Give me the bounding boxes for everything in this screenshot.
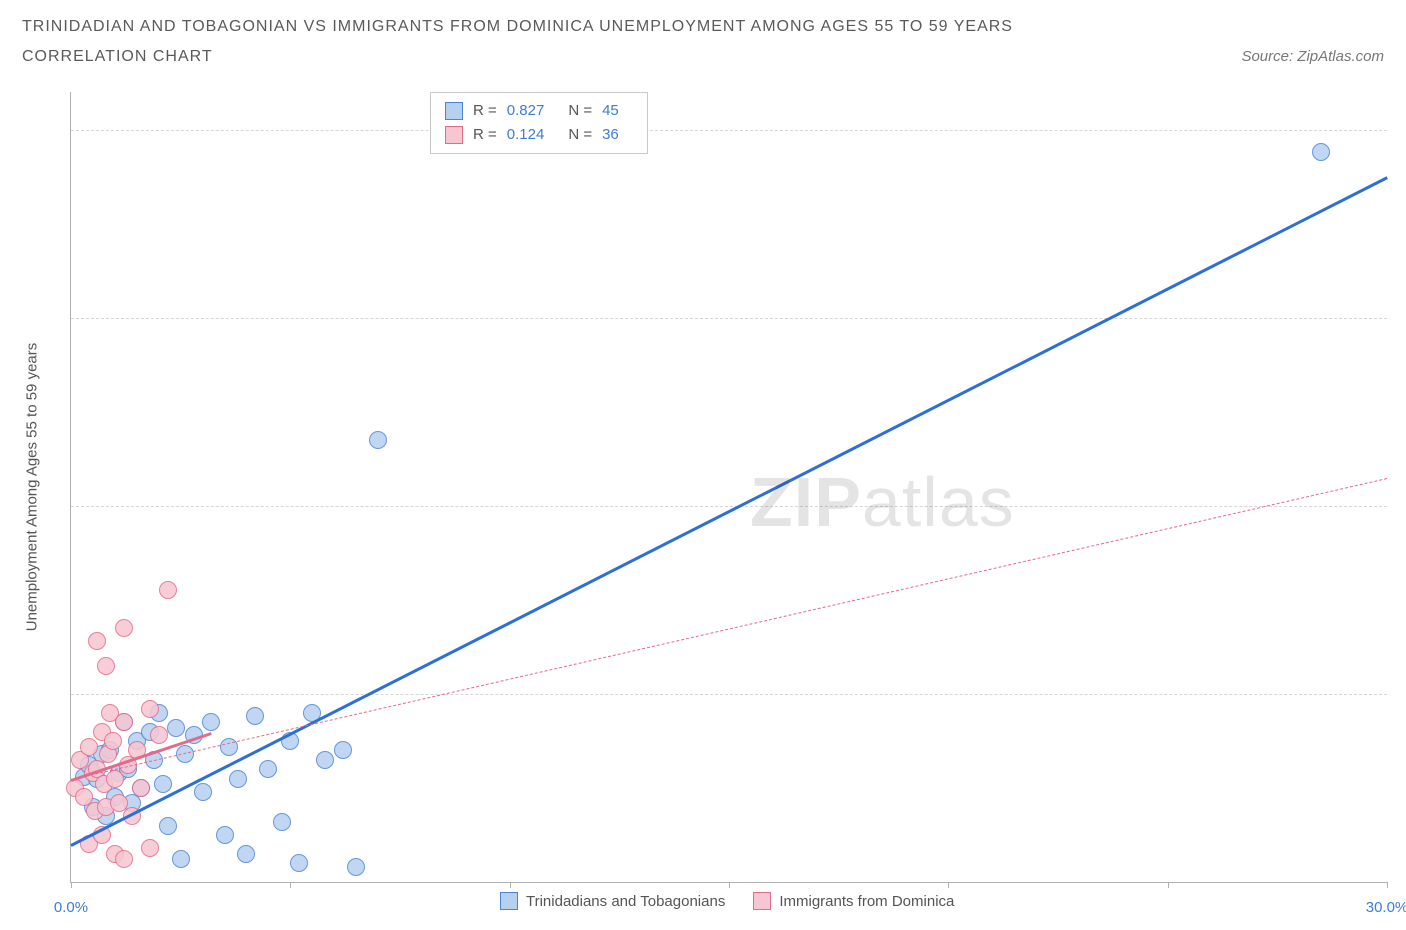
x-tick [948,882,949,888]
legend-swatch [753,892,771,910]
scatter-point [159,817,177,835]
scatter-point [115,713,133,731]
legend-swatch [500,892,518,910]
scatter-point [104,732,122,750]
scatter-point [216,826,234,844]
y-axis-label: Unemployment Among Ages 55 to 59 years [24,343,41,632]
x-tick [290,882,291,888]
scatter-point [132,779,150,797]
gridline [71,506,1387,507]
scatter-plot: 10.0%20.0%30.0%40.0%0.0%30.0% Unemployme… [70,92,1386,882]
scatter-point [347,858,365,876]
scatter-point [194,783,212,801]
scatter-point [97,657,115,675]
watermark-atlas: atlas [862,463,1015,541]
scatter-point [259,760,277,778]
scatter-point [115,619,133,637]
scatter-point [167,719,185,737]
scatter-point [369,431,387,449]
legend-row: R = 0.827 N = 45 [445,99,633,123]
x-tick [729,882,730,888]
scatter-point [246,707,264,725]
scatter-point [159,581,177,599]
scatter-point [273,813,291,831]
scatter-point [334,741,352,759]
x-tick [1387,882,1388,888]
trend-line [71,478,1387,780]
scatter-point [316,751,334,769]
scatter-point [290,854,308,872]
scatter-point [141,700,159,718]
scatter-point [154,775,172,793]
chart-title: TRINIDADIAN AND TOBAGONIAN VS IMMIGRANTS… [22,18,1013,66]
scatter-point [237,845,255,863]
gridline [71,130,1387,131]
legend-series-label: Trinidadians and Tobagonians [526,893,725,910]
x-tick [71,882,72,888]
scatter-point [115,850,133,868]
legend-swatch [445,126,463,144]
legend-swatch [445,102,463,120]
legend-n-label: N = [568,123,592,147]
gridline [71,694,1387,695]
title-line-2: CORRELATION CHART [22,48,1013,66]
legend-correlation: R = 0.827 N = 45 R = 0.124 N = 36 [430,92,648,154]
scatter-point [172,850,190,868]
scatter-point [202,713,220,731]
x-tick-label: 30.0% [1366,899,1406,916]
scatter-point [150,726,168,744]
x-tick [1168,882,1169,888]
legend-row: R = 0.124 N = 36 [445,123,633,147]
legend-series-item: Trinidadians and Tobagonians [500,892,725,910]
title-line-1: TRINIDADIAN AND TOBAGONIAN VS IMMIGRANTS… [22,18,1013,36]
scatter-point [229,770,247,788]
legend-n-value: 36 [602,123,619,147]
legend-r-value: 0.827 [507,99,545,123]
plot-area: 10.0%20.0%30.0%40.0%0.0%30.0% [70,92,1387,883]
scatter-point [88,632,106,650]
scatter-point [1312,143,1330,161]
legend-series: Trinidadians and Tobagonians Immigrants f… [500,892,954,910]
source-attribution: Source: ZipAtlas.com [1241,48,1384,65]
scatter-point [106,770,124,788]
gridline [71,318,1387,319]
watermark: ZIPatlas [750,462,1015,542]
legend-r-label: R = [473,99,497,123]
watermark-zip: ZIP [750,463,862,541]
legend-series-label: Immigrants from Dominica [779,893,954,910]
legend-r-value: 0.124 [507,123,545,147]
trend-line [70,177,1387,847]
legend-n-value: 45 [602,99,619,123]
legend-n-label: N = [568,99,592,123]
x-tick-label: 0.0% [54,899,88,916]
legend-r-label: R = [473,123,497,147]
legend-series-item: Immigrants from Dominica [753,892,954,910]
scatter-point [141,839,159,857]
scatter-point [80,738,98,756]
x-tick [510,882,511,888]
